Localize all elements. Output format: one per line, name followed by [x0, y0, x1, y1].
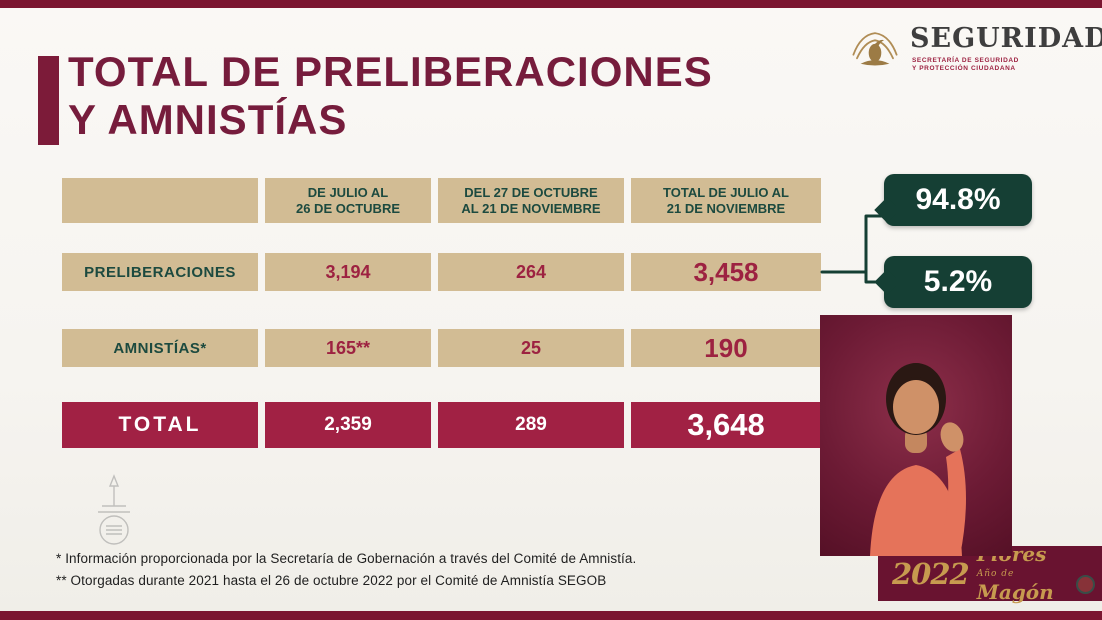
page-title-line2: Y AMNISTÍAS	[68, 96, 348, 143]
header-cell-empty	[62, 178, 258, 223]
brand-subtitle: SECRETARÍA DE SEGURIDAD Y PROTECCIÓN CIU…	[910, 57, 1102, 73]
preliberaciones-oct-nov: 264	[438, 253, 624, 291]
header-col3-line1: TOTAL DE JULIO AL	[663, 184, 789, 200]
table-header-row: DE JULIO AL 26 DE OCTUBRE DEL 27 DE OCTU…	[62, 178, 821, 223]
header-col2-line2: AL 21 DE NOVIEMBRE	[461, 200, 601, 216]
page-title-line1: TOTAL DE PRELIBERACIONES	[68, 48, 713, 95]
header-col1-line2: 26 DE OCTUBRE	[295, 200, 401, 216]
table-row-preliberaciones: PRELIBERACIONES 3,194 264 3,458	[62, 253, 821, 291]
brand-name: SEGURIDAD	[910, 23, 1102, 54]
total-jul-oct: 2,359	[265, 402, 431, 448]
government-watermark-icon	[98, 474, 130, 545]
preliberaciones-total: 3,458	[631, 253, 821, 291]
header-col3-line2: 21 DE NOVIEMBRE	[666, 200, 786, 216]
total-oct-nov: 289	[438, 402, 624, 448]
footnote-1: * Información proporcionada por la Secre…	[56, 551, 637, 566]
sign-language-interpreter-video	[820, 315, 1012, 556]
top-border-bar	[0, 0, 1102, 8]
header-col1-line1: DE JULIO AL	[307, 184, 389, 200]
callout-amnistias-percentage: 5.2%	[874, 256, 1032, 308]
mini-seal-icon	[1076, 575, 1095, 594]
brand-subtitle-line2: Y PROTECCIÓN CIUDADANA	[912, 65, 1016, 72]
title-accent-bar	[38, 56, 59, 145]
flores-magon-year: 2022	[892, 556, 970, 591]
table-row-amnistias: AMNISTÍAS* 165** 25 190	[62, 329, 821, 367]
header-cell-col3: TOTAL DE JULIO AL 21 DE NOVIEMBRE	[631, 178, 821, 223]
row-label-preliberaciones: PRELIBERACIONES	[62, 253, 258, 291]
header-cell-col1: DE JULIO AL 26 DE OCTUBRE	[265, 178, 431, 223]
seguridad-logo: SEGURIDAD SECRETARÍA DE SEGURIDAD Y PROT…	[848, 24, 1102, 73]
preliberaciones-percentage-value: 94.8%	[915, 183, 1001, 216]
flores-magon-name-line2: Magón	[976, 579, 1054, 604]
callout-connector-lines	[820, 214, 884, 284]
eagle-emblem-icon	[852, 32, 898, 66]
interpreter-figure	[870, 363, 966, 556]
amnistias-oct-nov: 25	[438, 329, 624, 367]
amnistias-percentage-value: 5.2%	[923, 265, 993, 298]
page-title: TOTAL DE PRELIBERACIONES Y AMNISTÍAS	[68, 48, 713, 144]
footnote-2: ** Otorgadas durante 2021 hasta el 26 de…	[56, 573, 607, 588]
header-cell-col2: DEL 27 DE OCTUBRE AL 21 DE NOVIEMBRE	[438, 178, 624, 223]
amnistias-jul-oct: 165**	[265, 329, 431, 367]
total-grand: 3,648	[631, 402, 821, 448]
row-label-amnistias: AMNISTÍAS*	[62, 329, 258, 367]
bottom-border-bar	[0, 611, 1102, 620]
preliberaciones-jul-oct: 3,194	[265, 253, 431, 291]
amnistias-total: 190	[631, 329, 821, 367]
brand-subtitle-line1: SECRETARÍA DE SEGURIDAD	[912, 57, 1019, 64]
header-col2-line1: DEL 27 DE OCTUBRE	[464, 184, 598, 200]
flores-magon-ano: Año de	[976, 568, 1015, 579]
callout-preliberaciones-percentage: 94.8%	[874, 174, 1032, 226]
table-row-total: TOTAL 2,359 289 3,648	[62, 402, 821, 448]
row-label-total: TOTAL	[62, 402, 258, 448]
